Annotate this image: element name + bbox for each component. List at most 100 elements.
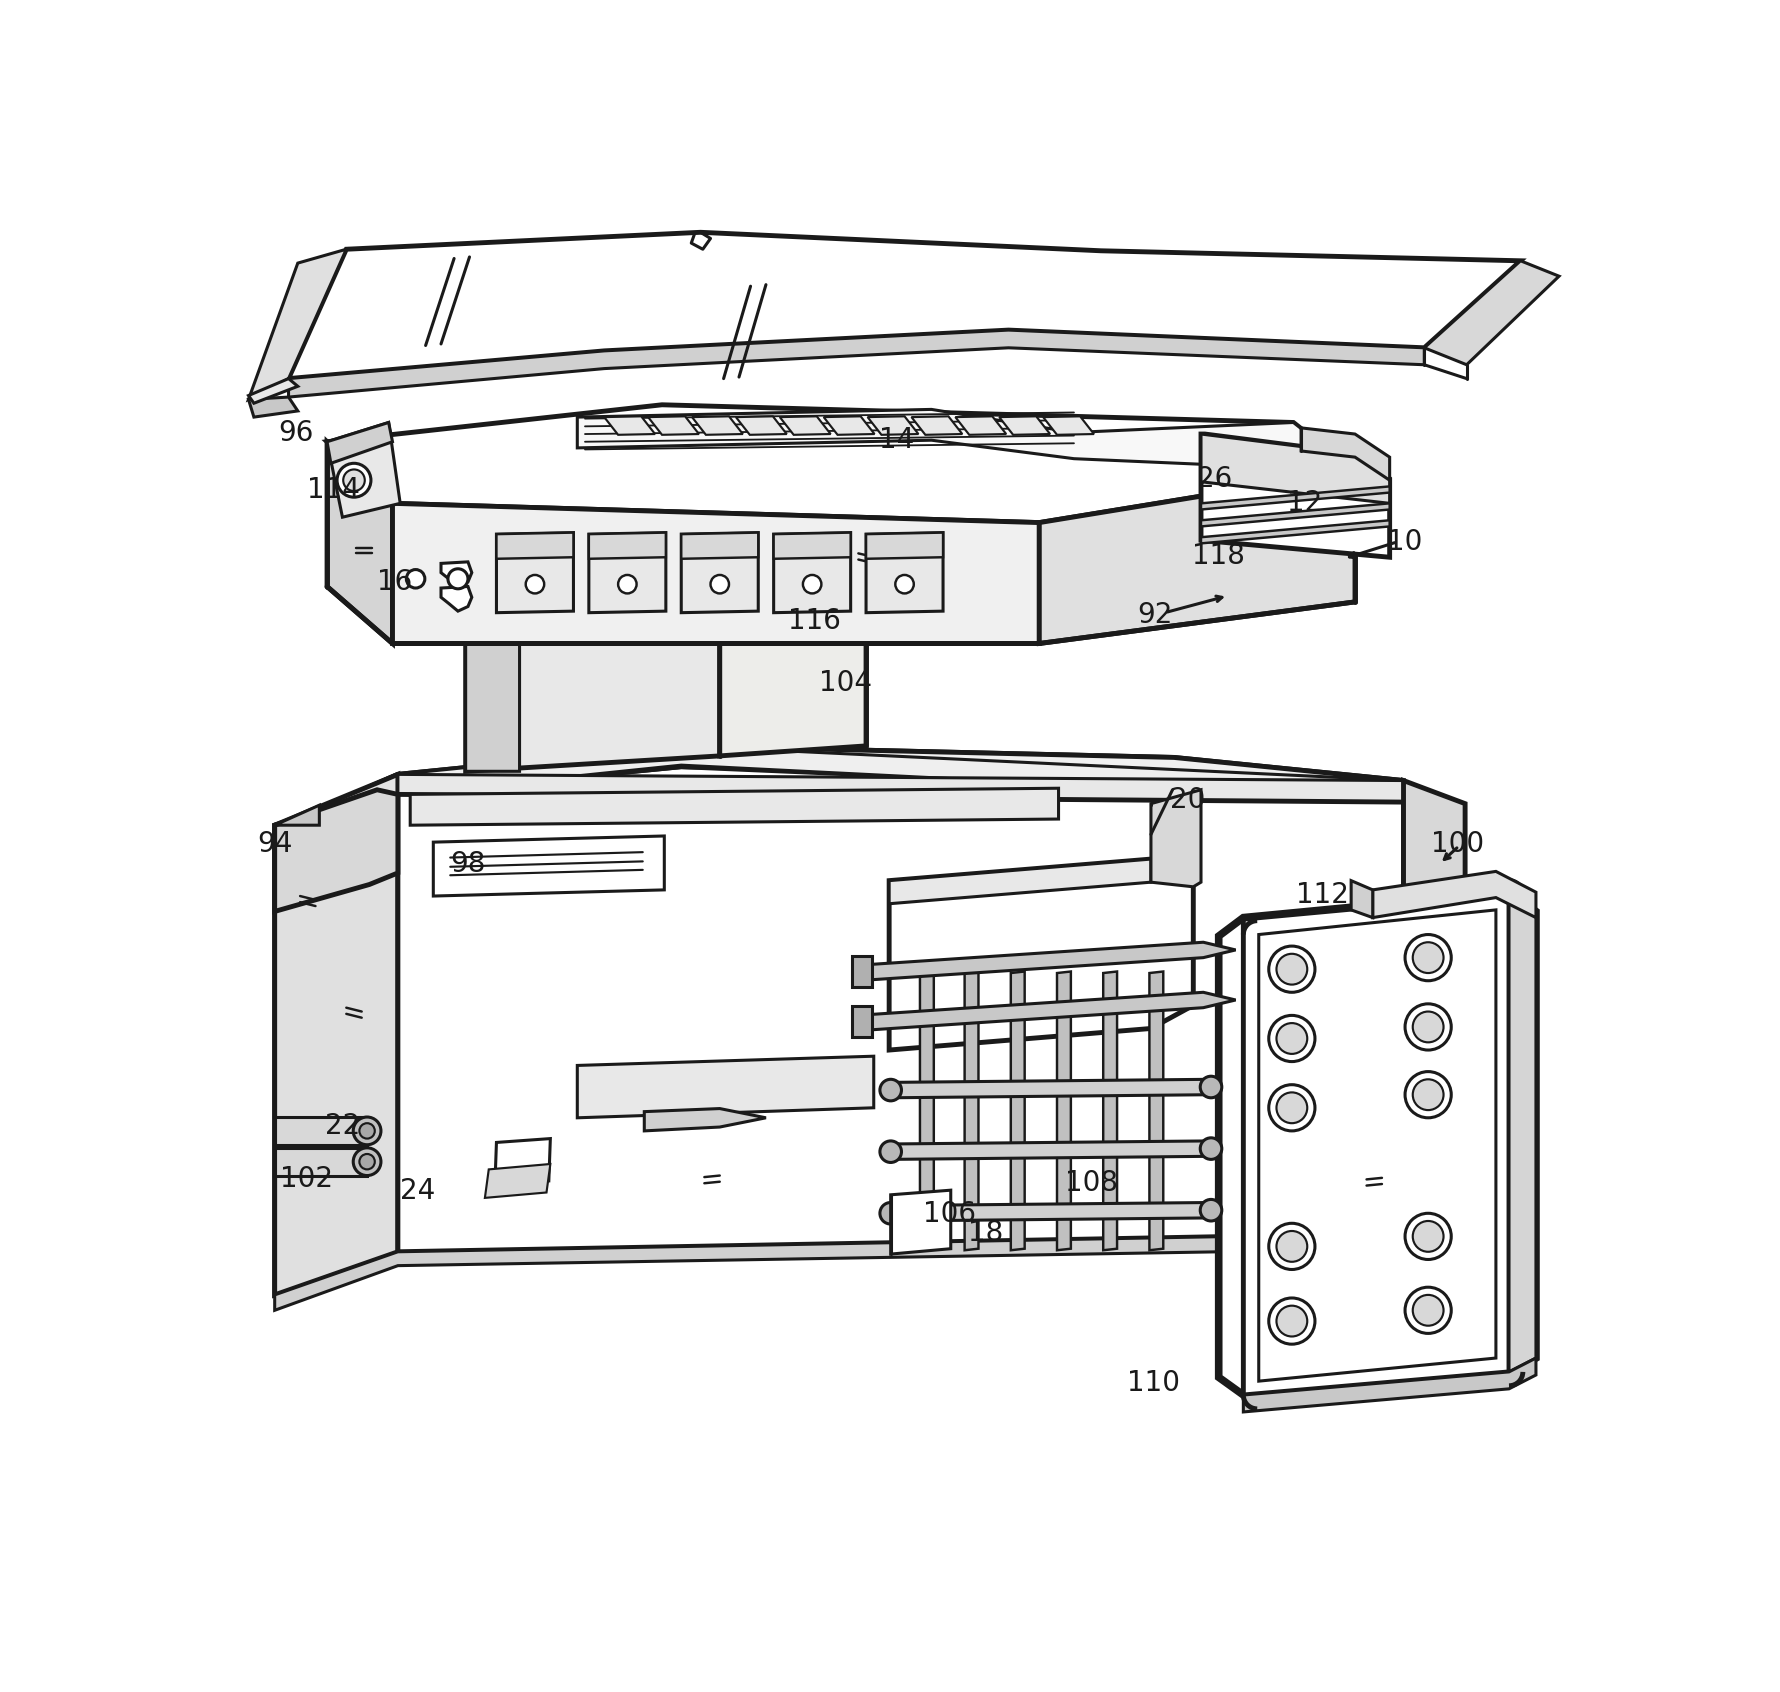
Polygon shape	[497, 533, 573, 558]
Text: 18: 18	[968, 1220, 1002, 1247]
Polygon shape	[441, 587, 472, 611]
Polygon shape	[274, 1117, 367, 1145]
Text: 26: 26	[1198, 465, 1232, 492]
Circle shape	[1200, 1200, 1221, 1222]
Circle shape	[618, 575, 637, 594]
Text: 96: 96	[278, 418, 313, 447]
Text: 102: 102	[279, 1166, 333, 1193]
Circle shape	[1404, 1288, 1451, 1333]
Polygon shape	[890, 1189, 951, 1254]
Polygon shape	[409, 788, 1059, 826]
Polygon shape	[328, 404, 1355, 523]
Circle shape	[1269, 1298, 1315, 1343]
Polygon shape	[774, 533, 851, 558]
Polygon shape	[283, 746, 1403, 846]
Text: 100: 100	[1431, 831, 1485, 858]
Circle shape	[360, 1154, 376, 1169]
Circle shape	[803, 575, 821, 594]
Polygon shape	[274, 1147, 367, 1176]
Circle shape	[360, 1123, 376, 1139]
Polygon shape	[1424, 261, 1559, 365]
Circle shape	[406, 570, 425, 589]
Polygon shape	[1040, 470, 1355, 643]
Polygon shape	[644, 1108, 765, 1130]
Polygon shape	[1244, 1359, 1536, 1411]
Text: 20: 20	[1169, 785, 1205, 814]
Polygon shape	[1258, 910, 1495, 1381]
Polygon shape	[1202, 503, 1390, 526]
Polygon shape	[495, 1139, 550, 1184]
Circle shape	[525, 575, 545, 594]
Text: 116: 116	[789, 607, 840, 634]
Polygon shape	[466, 631, 520, 772]
Text: 22: 22	[324, 1112, 360, 1139]
Text: 92: 92	[1137, 601, 1173, 629]
Polygon shape	[867, 533, 943, 613]
Circle shape	[1200, 1076, 1221, 1098]
Circle shape	[1200, 1137, 1221, 1159]
Polygon shape	[1202, 486, 1390, 509]
Circle shape	[1413, 1012, 1444, 1042]
Polygon shape	[393, 503, 1040, 643]
Polygon shape	[441, 562, 472, 587]
Polygon shape	[867, 533, 943, 558]
Text: 112: 112	[1296, 880, 1349, 909]
Polygon shape	[274, 775, 399, 1294]
Circle shape	[449, 569, 468, 589]
Circle shape	[1404, 934, 1451, 981]
Circle shape	[1413, 1294, 1444, 1327]
Polygon shape	[867, 416, 918, 435]
Polygon shape	[288, 330, 1424, 398]
Polygon shape	[890, 860, 1152, 904]
Polygon shape	[1202, 435, 1390, 557]
Polygon shape	[328, 423, 393, 464]
Polygon shape	[577, 1056, 874, 1118]
Polygon shape	[890, 860, 1193, 1051]
Circle shape	[879, 1140, 901, 1162]
Polygon shape	[274, 795, 399, 1294]
Polygon shape	[853, 1007, 872, 1037]
Circle shape	[1276, 1232, 1307, 1262]
Polygon shape	[274, 1233, 1465, 1310]
Circle shape	[352, 1147, 381, 1176]
Circle shape	[1276, 1024, 1307, 1054]
Polygon shape	[956, 416, 1006, 435]
Polygon shape	[774, 533, 851, 613]
Polygon shape	[911, 416, 963, 435]
Polygon shape	[466, 631, 719, 772]
Polygon shape	[433, 836, 664, 897]
Polygon shape	[1509, 895, 1536, 1372]
Polygon shape	[1202, 519, 1390, 543]
Circle shape	[1276, 1306, 1307, 1337]
Polygon shape	[328, 442, 393, 643]
Circle shape	[1269, 1085, 1315, 1130]
Polygon shape	[1301, 428, 1390, 481]
Polygon shape	[890, 1079, 1210, 1098]
Circle shape	[1413, 1079, 1444, 1110]
Text: 108: 108	[1064, 1169, 1118, 1198]
Circle shape	[895, 575, 913, 594]
Polygon shape	[735, 416, 787, 435]
Polygon shape	[682, 533, 758, 558]
Polygon shape	[824, 416, 874, 435]
Text: 98: 98	[450, 849, 486, 878]
Circle shape	[344, 469, 365, 491]
Polygon shape	[999, 416, 1050, 435]
Polygon shape	[497, 533, 573, 613]
Polygon shape	[965, 971, 979, 1250]
Polygon shape	[577, 409, 1355, 470]
Polygon shape	[682, 533, 758, 613]
Circle shape	[879, 1203, 901, 1223]
Text: 114: 114	[306, 475, 360, 504]
Polygon shape	[692, 416, 742, 435]
Polygon shape	[1219, 892, 1536, 1394]
Polygon shape	[283, 746, 1403, 846]
Text: 16: 16	[377, 569, 413, 596]
Polygon shape	[328, 423, 400, 518]
Circle shape	[879, 1079, 901, 1101]
Circle shape	[352, 1117, 381, 1145]
Circle shape	[1413, 1222, 1444, 1252]
Polygon shape	[484, 1164, 550, 1198]
Polygon shape	[1150, 971, 1164, 1250]
Circle shape	[336, 464, 370, 497]
